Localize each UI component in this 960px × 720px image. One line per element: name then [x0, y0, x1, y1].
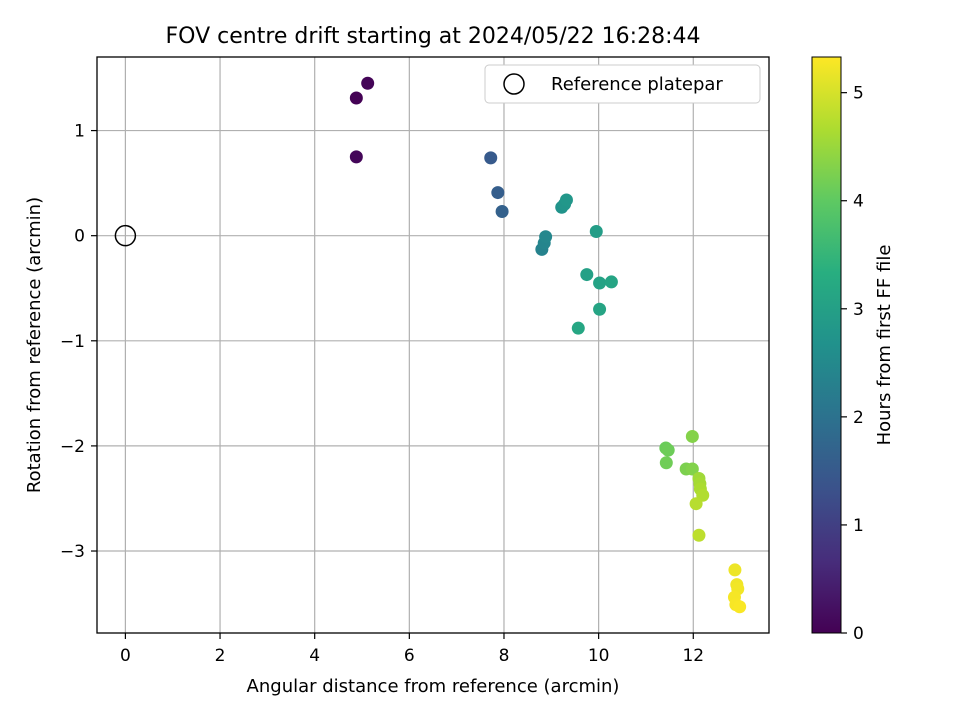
- y-tick-label: 1: [74, 122, 85, 142]
- y-tick-label: 0: [74, 227, 85, 247]
- x-tick-label: 2: [215, 646, 226, 666]
- data-point: [689, 497, 703, 511]
- chart-title: FOV centre drift starting at 2024/05/22 …: [166, 24, 701, 49]
- data-point: [659, 456, 673, 470]
- data-point: [685, 429, 699, 443]
- data-point: [733, 600, 747, 614]
- data-point: [589, 224, 603, 238]
- y-axis-label: Rotation from reference (arcmin): [24, 197, 45, 493]
- reference-layer: [114, 224, 137, 247]
- colorbar-ticks: 0 1 2 3 4 5: [841, 84, 864, 644]
- colorbar-tick-label: 3: [853, 300, 864, 320]
- data-point: [580, 268, 594, 282]
- plot-frame: [96, 56, 770, 634]
- colorbar-tick-label: 5: [853, 84, 864, 104]
- y-tick-label: −1: [60, 332, 85, 352]
- colorbar-tick-label: 0: [853, 624, 864, 644]
- legend-box: [484, 64, 761, 104]
- data-point: [571, 321, 585, 335]
- legend-label-reference: Reference platepar: [551, 74, 723, 95]
- data-point: [593, 302, 607, 316]
- data-point: [593, 276, 607, 290]
- colorbar-tick-label: 1: [853, 516, 864, 536]
- data-point: [692, 528, 706, 542]
- colorbar-tick-label: 4: [853, 192, 864, 212]
- x-axis-ticks: 0 2 4 6 8 10 12: [120, 633, 704, 666]
- colorbar-label: Hours from first FF file: [874, 245, 895, 446]
- x-tick-label: 8: [499, 646, 510, 666]
- colorbar: [811, 56, 842, 634]
- y-tick-label: −2: [60, 437, 85, 457]
- data-point: [539, 230, 553, 244]
- x-tick-label: 0: [120, 646, 131, 666]
- data-point: [484, 151, 498, 165]
- data-point: [361, 76, 375, 90]
- y-tick-label: −3: [60, 542, 85, 562]
- data-point: [728, 563, 742, 577]
- data-points: [349, 76, 747, 614]
- data-point: [559, 193, 573, 207]
- x-tick-label: 4: [309, 646, 320, 666]
- reference-marker: [114, 224, 137, 247]
- grid: [97, 57, 769, 633]
- y-axis-ticks: −3 −2 −1 0 1: [60, 122, 97, 562]
- legend: Reference platepar: [484, 64, 761, 104]
- data-point: [491, 186, 505, 200]
- x-tick-label: 10: [588, 646, 610, 666]
- data-point: [349, 91, 363, 105]
- data-point: [685, 462, 699, 476]
- data-point: [349, 150, 363, 164]
- x-tick-label: 6: [404, 646, 415, 666]
- x-tick-label: 12: [682, 646, 704, 666]
- data-point: [495, 205, 509, 219]
- x-axis-label: Angular distance from reference (arcmin): [247, 676, 620, 697]
- colorbar-tick-label: 2: [853, 408, 864, 428]
- data-point: [604, 275, 618, 289]
- legend-marker: [503, 73, 525, 95]
- data-point: [661, 443, 675, 457]
